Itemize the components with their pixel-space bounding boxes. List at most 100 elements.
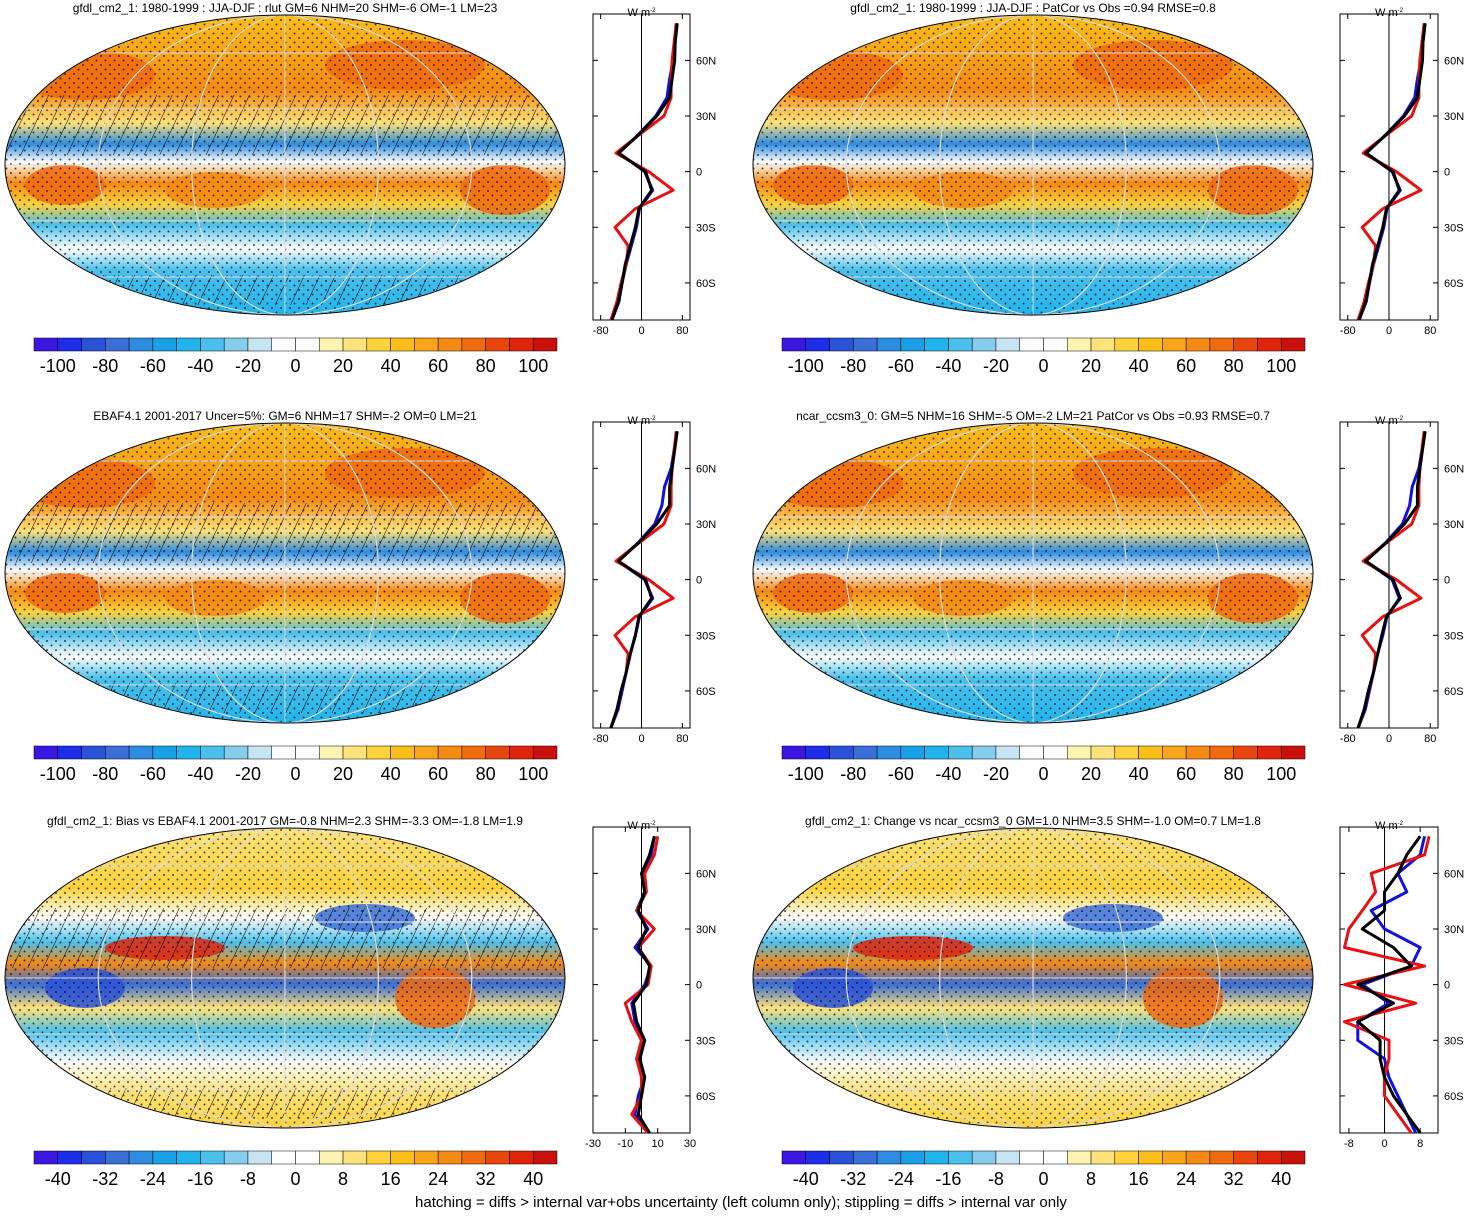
y-tick-label: 30S [1444, 222, 1464, 234]
colorbar-box [82, 338, 106, 351]
colorbar-box [1210, 338, 1234, 351]
colorbar-label: 60 [428, 356, 448, 376]
colorbar-label: 0 [1038, 356, 1048, 376]
map-content [5, 423, 565, 723]
colorbar-box [1115, 338, 1139, 351]
colorbar-box [1020, 338, 1044, 351]
colorbar-box [1257, 338, 1281, 351]
colorbar-box [830, 746, 854, 759]
y-tick-label: 60N [696, 463, 716, 475]
colorbar-label: -100 [788, 356, 824, 376]
y-tick-label: 0 [696, 575, 702, 587]
colorbar-box [343, 338, 367, 351]
colorbar-box [34, 338, 58, 351]
colorbar-label: -24 [888, 1169, 914, 1189]
colorbar-box [1162, 746, 1186, 759]
colorbar-box [1139, 746, 1163, 759]
x-tick-label: 80 [1424, 325, 1436, 337]
map [5, 828, 565, 1128]
colorbar-box [782, 1151, 806, 1164]
colorbar-box [272, 746, 296, 759]
colorbar-label: 80 [1224, 764, 1244, 784]
colorbar-box [438, 338, 462, 351]
map-content [5, 15, 565, 315]
colorbar-box [1067, 746, 1091, 759]
colorbar-box [925, 746, 949, 759]
colorbar-label: -80 [840, 764, 866, 784]
colorbar-box [105, 1151, 129, 1164]
colorbar-label: -8 [240, 1169, 256, 1189]
y-tick-label: 60N [696, 868, 716, 880]
colorbar-box [1044, 338, 1068, 351]
panel-title: gfdl_cm2_1: Change vs ncar_ccsm3_0 GM=1.… [805, 814, 1261, 828]
colorbar-label: -60 [888, 356, 914, 376]
x-tick-label: 80 [1424, 733, 1436, 745]
colorbar-box [853, 1151, 877, 1164]
colorbar-label: 20 [1081, 356, 1101, 376]
colorbar-label: 0 [290, 356, 300, 376]
colorbar-box [1210, 1151, 1234, 1164]
colorbar-box [82, 746, 106, 759]
colorbar-label: 20 [333, 764, 353, 784]
colorbar-label: 24 [1176, 1169, 1196, 1189]
colorbar-label: -16 [935, 1169, 961, 1189]
colorbar-label: 32 [1224, 1169, 1244, 1189]
colorbar-box [533, 338, 557, 351]
y-tick-label: 0 [696, 167, 702, 179]
y-tick-label: 60S [1444, 686, 1464, 698]
y-tick-label: 0 [1444, 167, 1450, 179]
colorbar-label: 60 [1176, 764, 1196, 784]
colorbar-box [105, 746, 129, 759]
colorbar-label: -40 [935, 356, 961, 376]
colorbar-label: -40 [45, 1169, 71, 1189]
map-content [5, 828, 565, 1128]
x-tick-label: 0 [638, 325, 644, 337]
colorbar-box [153, 338, 177, 351]
y-tick-label: 30S [696, 630, 716, 642]
colorbar-label: -20 [235, 764, 261, 784]
colorbar-box [509, 746, 533, 759]
colorbar-box [1139, 1151, 1163, 1164]
colorbar-box [224, 746, 248, 759]
x-tick-label: 0 [1386, 733, 1392, 745]
colorbar-box [1115, 1151, 1139, 1164]
colorbar-box [782, 746, 806, 759]
colorbar-box [1139, 338, 1163, 351]
x-tick-label: 10 [652, 1138, 664, 1150]
colorbar-box [806, 338, 830, 351]
colorbar-label: 40 [1271, 1169, 1291, 1189]
unit-exponent: -2 [1398, 416, 1404, 422]
unit-text: W m [628, 415, 651, 427]
colorbar-box [34, 746, 58, 759]
colorbar-box [830, 1151, 854, 1164]
y-tick-label: 0 [1444, 575, 1450, 587]
colorbar-box [1091, 746, 1115, 759]
colorbar-label: 24 [428, 1169, 448, 1189]
colorbar-box [1210, 746, 1234, 759]
map [753, 828, 1313, 1128]
colorbar-box [224, 338, 248, 351]
colorbar-box [391, 1151, 415, 1164]
colorbar-box [272, 338, 296, 351]
colorbar-label: -80 [92, 764, 118, 784]
colorbar-box [1162, 1151, 1186, 1164]
colorbar-box [414, 746, 438, 759]
colorbar-box [1067, 338, 1091, 351]
y-tick-label: 60S [696, 686, 716, 698]
colorbar-box [58, 746, 82, 759]
colorbar-box [391, 746, 415, 759]
colorbar-box [153, 1151, 177, 1164]
colorbar-box [1234, 338, 1258, 351]
colorbar-box [996, 1151, 1020, 1164]
x-tick-label: -80 [1340, 733, 1356, 745]
colorbar-box [1281, 1151, 1305, 1164]
colorbar-box [82, 1151, 106, 1164]
y-tick-label: 30N [696, 519, 716, 531]
colorbar-box [486, 746, 510, 759]
y-tick-label: 60S [696, 1091, 716, 1103]
colorbar-box [925, 338, 949, 351]
colorbar-label: 0 [290, 1169, 300, 1189]
colorbar-box [1257, 1151, 1281, 1164]
colorbar-box [486, 1151, 510, 1164]
colorbar-label: -60 [140, 356, 166, 376]
